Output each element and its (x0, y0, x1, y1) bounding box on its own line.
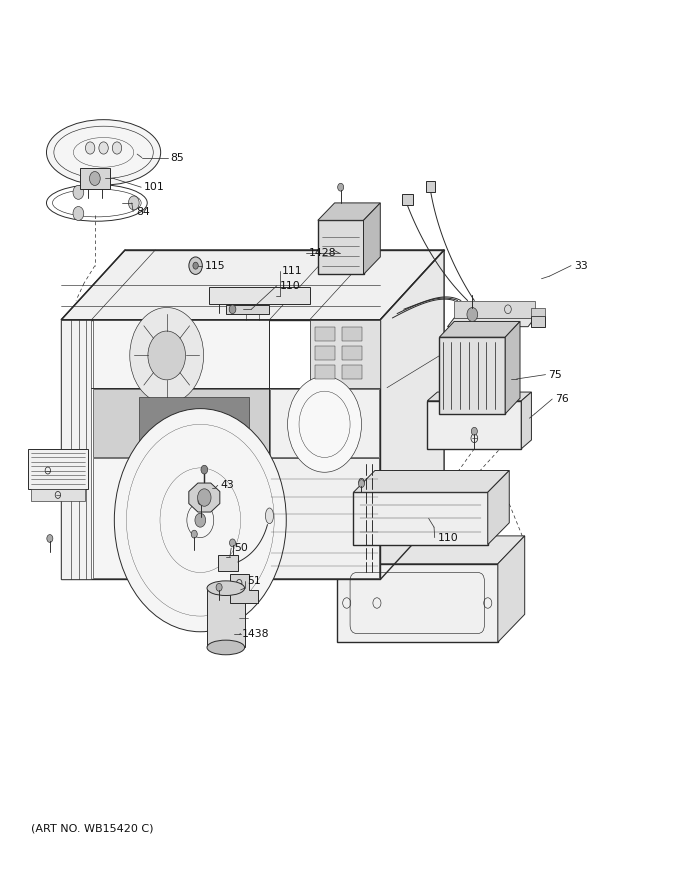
Ellipse shape (46, 120, 160, 185)
Circle shape (229, 304, 236, 313)
Polygon shape (230, 575, 258, 603)
FancyBboxPatch shape (342, 346, 362, 360)
Text: 84: 84 (136, 207, 150, 216)
Circle shape (112, 142, 122, 154)
Polygon shape (61, 250, 444, 319)
Text: 75: 75 (548, 370, 562, 379)
Circle shape (193, 262, 199, 269)
Ellipse shape (207, 581, 245, 596)
Circle shape (47, 534, 53, 542)
Polygon shape (270, 389, 379, 458)
Polygon shape (532, 307, 545, 316)
Circle shape (195, 513, 205, 527)
Polygon shape (498, 536, 525, 642)
Polygon shape (189, 483, 220, 512)
Circle shape (198, 497, 204, 505)
Polygon shape (31, 488, 85, 501)
Polygon shape (439, 337, 505, 414)
Circle shape (189, 257, 203, 275)
Polygon shape (454, 301, 534, 318)
Circle shape (467, 307, 477, 321)
Polygon shape (28, 449, 88, 488)
Polygon shape (447, 318, 534, 326)
Polygon shape (318, 220, 364, 275)
Text: 33: 33 (574, 260, 588, 271)
FancyBboxPatch shape (315, 365, 335, 379)
FancyBboxPatch shape (342, 365, 362, 379)
Polygon shape (93, 389, 269, 458)
Text: 110: 110 (437, 532, 458, 543)
Circle shape (198, 488, 211, 506)
Circle shape (148, 331, 186, 380)
Polygon shape (207, 588, 245, 648)
Polygon shape (354, 492, 488, 545)
Polygon shape (532, 316, 545, 326)
FancyBboxPatch shape (342, 326, 362, 341)
Ellipse shape (207, 640, 245, 655)
Polygon shape (439, 321, 520, 337)
Polygon shape (61, 319, 92, 579)
Text: (ART NO. WB15420 C): (ART NO. WB15420 C) (31, 824, 154, 834)
Circle shape (90, 172, 100, 186)
Ellipse shape (265, 508, 273, 524)
Polygon shape (488, 471, 509, 545)
Polygon shape (93, 458, 379, 578)
Circle shape (338, 183, 343, 191)
Circle shape (114, 408, 286, 632)
Polygon shape (427, 400, 522, 449)
Text: 115: 115 (204, 260, 225, 271)
Polygon shape (139, 397, 250, 449)
Text: 51: 51 (248, 576, 261, 586)
Circle shape (129, 196, 139, 210)
Polygon shape (93, 319, 269, 388)
Polygon shape (402, 194, 413, 205)
Circle shape (201, 466, 207, 474)
FancyBboxPatch shape (315, 346, 335, 360)
Polygon shape (61, 319, 380, 579)
FancyBboxPatch shape (315, 326, 335, 341)
Text: 76: 76 (555, 394, 568, 404)
Polygon shape (354, 471, 509, 492)
Polygon shape (318, 203, 380, 220)
Circle shape (230, 539, 235, 546)
Polygon shape (209, 288, 310, 304)
Text: 101: 101 (144, 182, 165, 192)
Polygon shape (218, 555, 238, 571)
Circle shape (99, 142, 108, 154)
Polygon shape (427, 392, 532, 400)
Text: 1438: 1438 (242, 629, 269, 640)
Circle shape (73, 186, 84, 199)
Circle shape (216, 583, 222, 591)
Text: 110: 110 (279, 281, 301, 290)
Polygon shape (364, 203, 380, 275)
Circle shape (288, 377, 362, 473)
Text: 111: 111 (282, 266, 303, 276)
Polygon shape (337, 536, 525, 564)
Polygon shape (522, 392, 532, 449)
Polygon shape (337, 564, 498, 642)
Polygon shape (505, 321, 520, 414)
Text: 85: 85 (171, 152, 184, 163)
Circle shape (86, 142, 95, 154)
Polygon shape (269, 458, 379, 578)
Circle shape (130, 307, 203, 403)
Text: 50: 50 (234, 543, 248, 554)
Text: 43: 43 (220, 480, 234, 490)
Polygon shape (426, 181, 435, 192)
Polygon shape (380, 250, 444, 579)
Circle shape (73, 207, 84, 221)
Text: 1428: 1428 (309, 248, 336, 259)
Polygon shape (80, 168, 109, 189)
Circle shape (471, 428, 477, 436)
Circle shape (191, 531, 197, 538)
Polygon shape (226, 304, 269, 313)
Polygon shape (310, 319, 380, 388)
Circle shape (358, 480, 364, 488)
